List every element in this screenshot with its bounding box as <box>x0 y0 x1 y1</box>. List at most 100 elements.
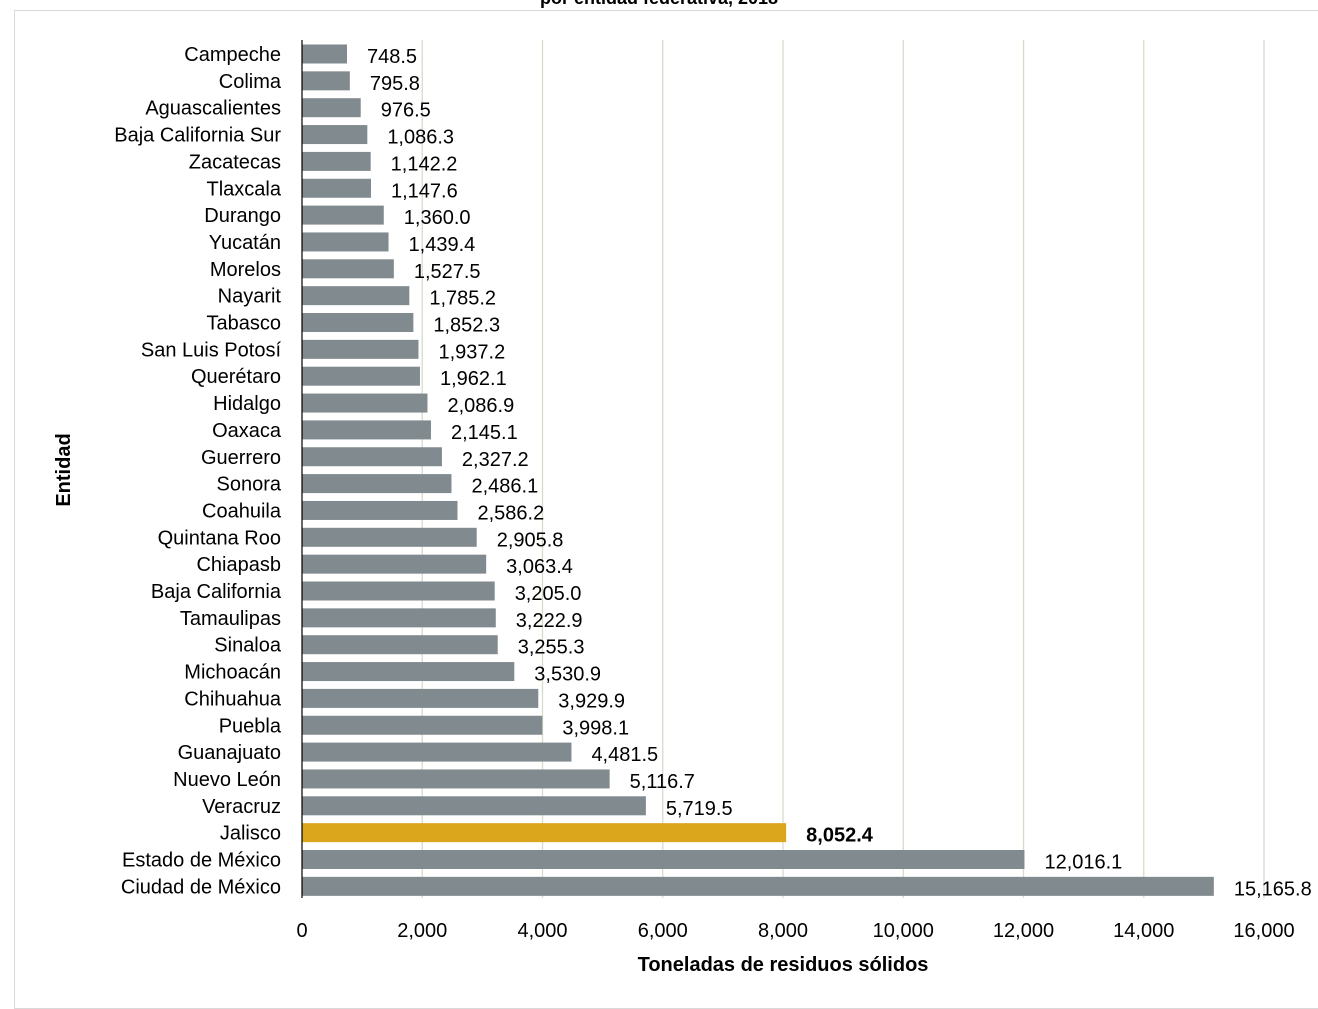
value-label: 3,929.9 <box>558 690 625 712</box>
value-label: 1,439.4 <box>409 234 476 256</box>
category-label: Chiapasb <box>196 554 281 576</box>
bar <box>302 474 452 494</box>
bar <box>302 662 515 682</box>
value-label: 1,962.1 <box>440 368 507 390</box>
value-label: 748.5 <box>367 46 417 68</box>
value-label: 2,486.1 <box>471 476 538 498</box>
bar <box>302 500 458 520</box>
y-axis-title: Entidad <box>53 433 75 506</box>
category-label: Nuevo León <box>173 769 281 791</box>
category-label: San Luis Potosí <box>141 339 282 361</box>
bar <box>302 71 350 91</box>
category-label: Morelos <box>210 259 281 281</box>
x-tick-label: 0 <box>296 920 307 942</box>
category-label: Durango <box>204 205 281 227</box>
category-label: Tabasco <box>207 313 282 335</box>
bar <box>302 366 420 386</box>
value-label: 8,052.4 <box>806 825 874 847</box>
value-label: 1,852.3 <box>433 315 500 337</box>
value-label: 3,255.3 <box>518 637 585 659</box>
value-label: 1,086.3 <box>387 127 454 149</box>
value-label: 3,222.9 <box>516 610 583 632</box>
x-tick-label: 12,000 <box>993 920 1054 942</box>
value-label: 1,527.5 <box>414 261 481 283</box>
bar <box>302 715 543 735</box>
category-label: Tamaulipas <box>180 608 281 630</box>
value-label: 4,481.5 <box>591 744 658 766</box>
bar <box>302 151 371 171</box>
bar <box>302 608 496 628</box>
bar <box>302 554 487 574</box>
category-label: Ciudad de México <box>121 876 281 898</box>
bar <box>302 339 419 359</box>
category-label: Campeche <box>184 44 281 66</box>
category-label: Colima <box>219 71 282 93</box>
category-label: Puebla <box>219 715 282 737</box>
category-label: Oaxaca <box>212 420 282 442</box>
x-tick-label: 14,000 <box>1113 920 1174 942</box>
value-label: 2,905.8 <box>497 529 564 551</box>
bar <box>302 286 410 306</box>
category-label: Quintana Roo <box>158 527 281 549</box>
bar <box>302 125 368 145</box>
category-label: Baja California Sur <box>114 125 281 147</box>
bar <box>302 98 361 118</box>
value-label: 795.8 <box>370 73 420 95</box>
category-label: Guerrero <box>201 447 281 469</box>
category-label: Estado de México <box>122 850 281 872</box>
value-label: 1,147.6 <box>391 180 458 202</box>
value-label: 1,142.2 <box>391 153 458 175</box>
value-label: 1,937.2 <box>438 341 505 363</box>
bar <box>302 796 646 816</box>
value-label: 5,719.5 <box>666 798 733 820</box>
bar <box>302 742 572 762</box>
category-label: Sonora <box>217 474 282 496</box>
value-label: 2,086.9 <box>447 395 514 417</box>
bar <box>302 769 610 789</box>
x-axis-title: Toneladas de residuos sólidos <box>638 954 929 976</box>
bar <box>302 850 1025 869</box>
x-tick-label: 8,000 <box>758 920 808 942</box>
bar <box>302 178 371 198</box>
bar <box>302 420 431 440</box>
bar <box>302 313 414 332</box>
bar <box>302 232 389 252</box>
x-tick-label: 6,000 <box>638 920 688 942</box>
value-label: 1,360.0 <box>404 207 471 229</box>
value-label: 5,116.7 <box>630 771 695 793</box>
value-label: 2,145.1 <box>451 422 518 444</box>
bar <box>302 876 1214 896</box>
chart-title: por entidad federativa, 2018 <box>0 0 1318 9</box>
category-label: Zacatecas <box>189 151 281 173</box>
value-label: 3,205.0 <box>515 583 582 605</box>
category-label: Querétaro <box>191 366 281 388</box>
category-label: Veracruz <box>202 796 281 818</box>
category-label: Jalisco <box>220 823 281 845</box>
category-label: Chihuahua <box>184 688 282 710</box>
bar <box>302 823 787 843</box>
x-tick-label: 4,000 <box>517 920 567 942</box>
bar <box>302 44 348 64</box>
category-label: Nayarit <box>218 286 282 308</box>
value-label: 3,063.4 <box>506 556 573 578</box>
bar <box>302 527 477 547</box>
bar <box>302 688 539 708</box>
category-label: Baja California <box>151 581 282 603</box>
category-label: Coahuila <box>202 500 282 522</box>
value-label: 2,327.2 <box>462 449 529 471</box>
bar <box>302 205 384 225</box>
x-tick-label: 16,000 <box>1233 920 1294 942</box>
value-label: 15,165.8 <box>1234 878 1312 900</box>
bar <box>302 635 498 655</box>
category-label: Guanajuato <box>178 742 281 764</box>
bar <box>302 393 428 413</box>
category-label: Michoacán <box>184 662 281 684</box>
value-label: 3,530.9 <box>534 664 601 686</box>
value-label: 2,586.2 <box>477 502 544 524</box>
bar <box>302 581 495 601</box>
bar <box>302 259 394 279</box>
value-label: 3,998.1 <box>562 717 629 739</box>
category-label: Aguascalientes <box>145 98 281 120</box>
category-label: Hidalgo <box>213 393 281 415</box>
